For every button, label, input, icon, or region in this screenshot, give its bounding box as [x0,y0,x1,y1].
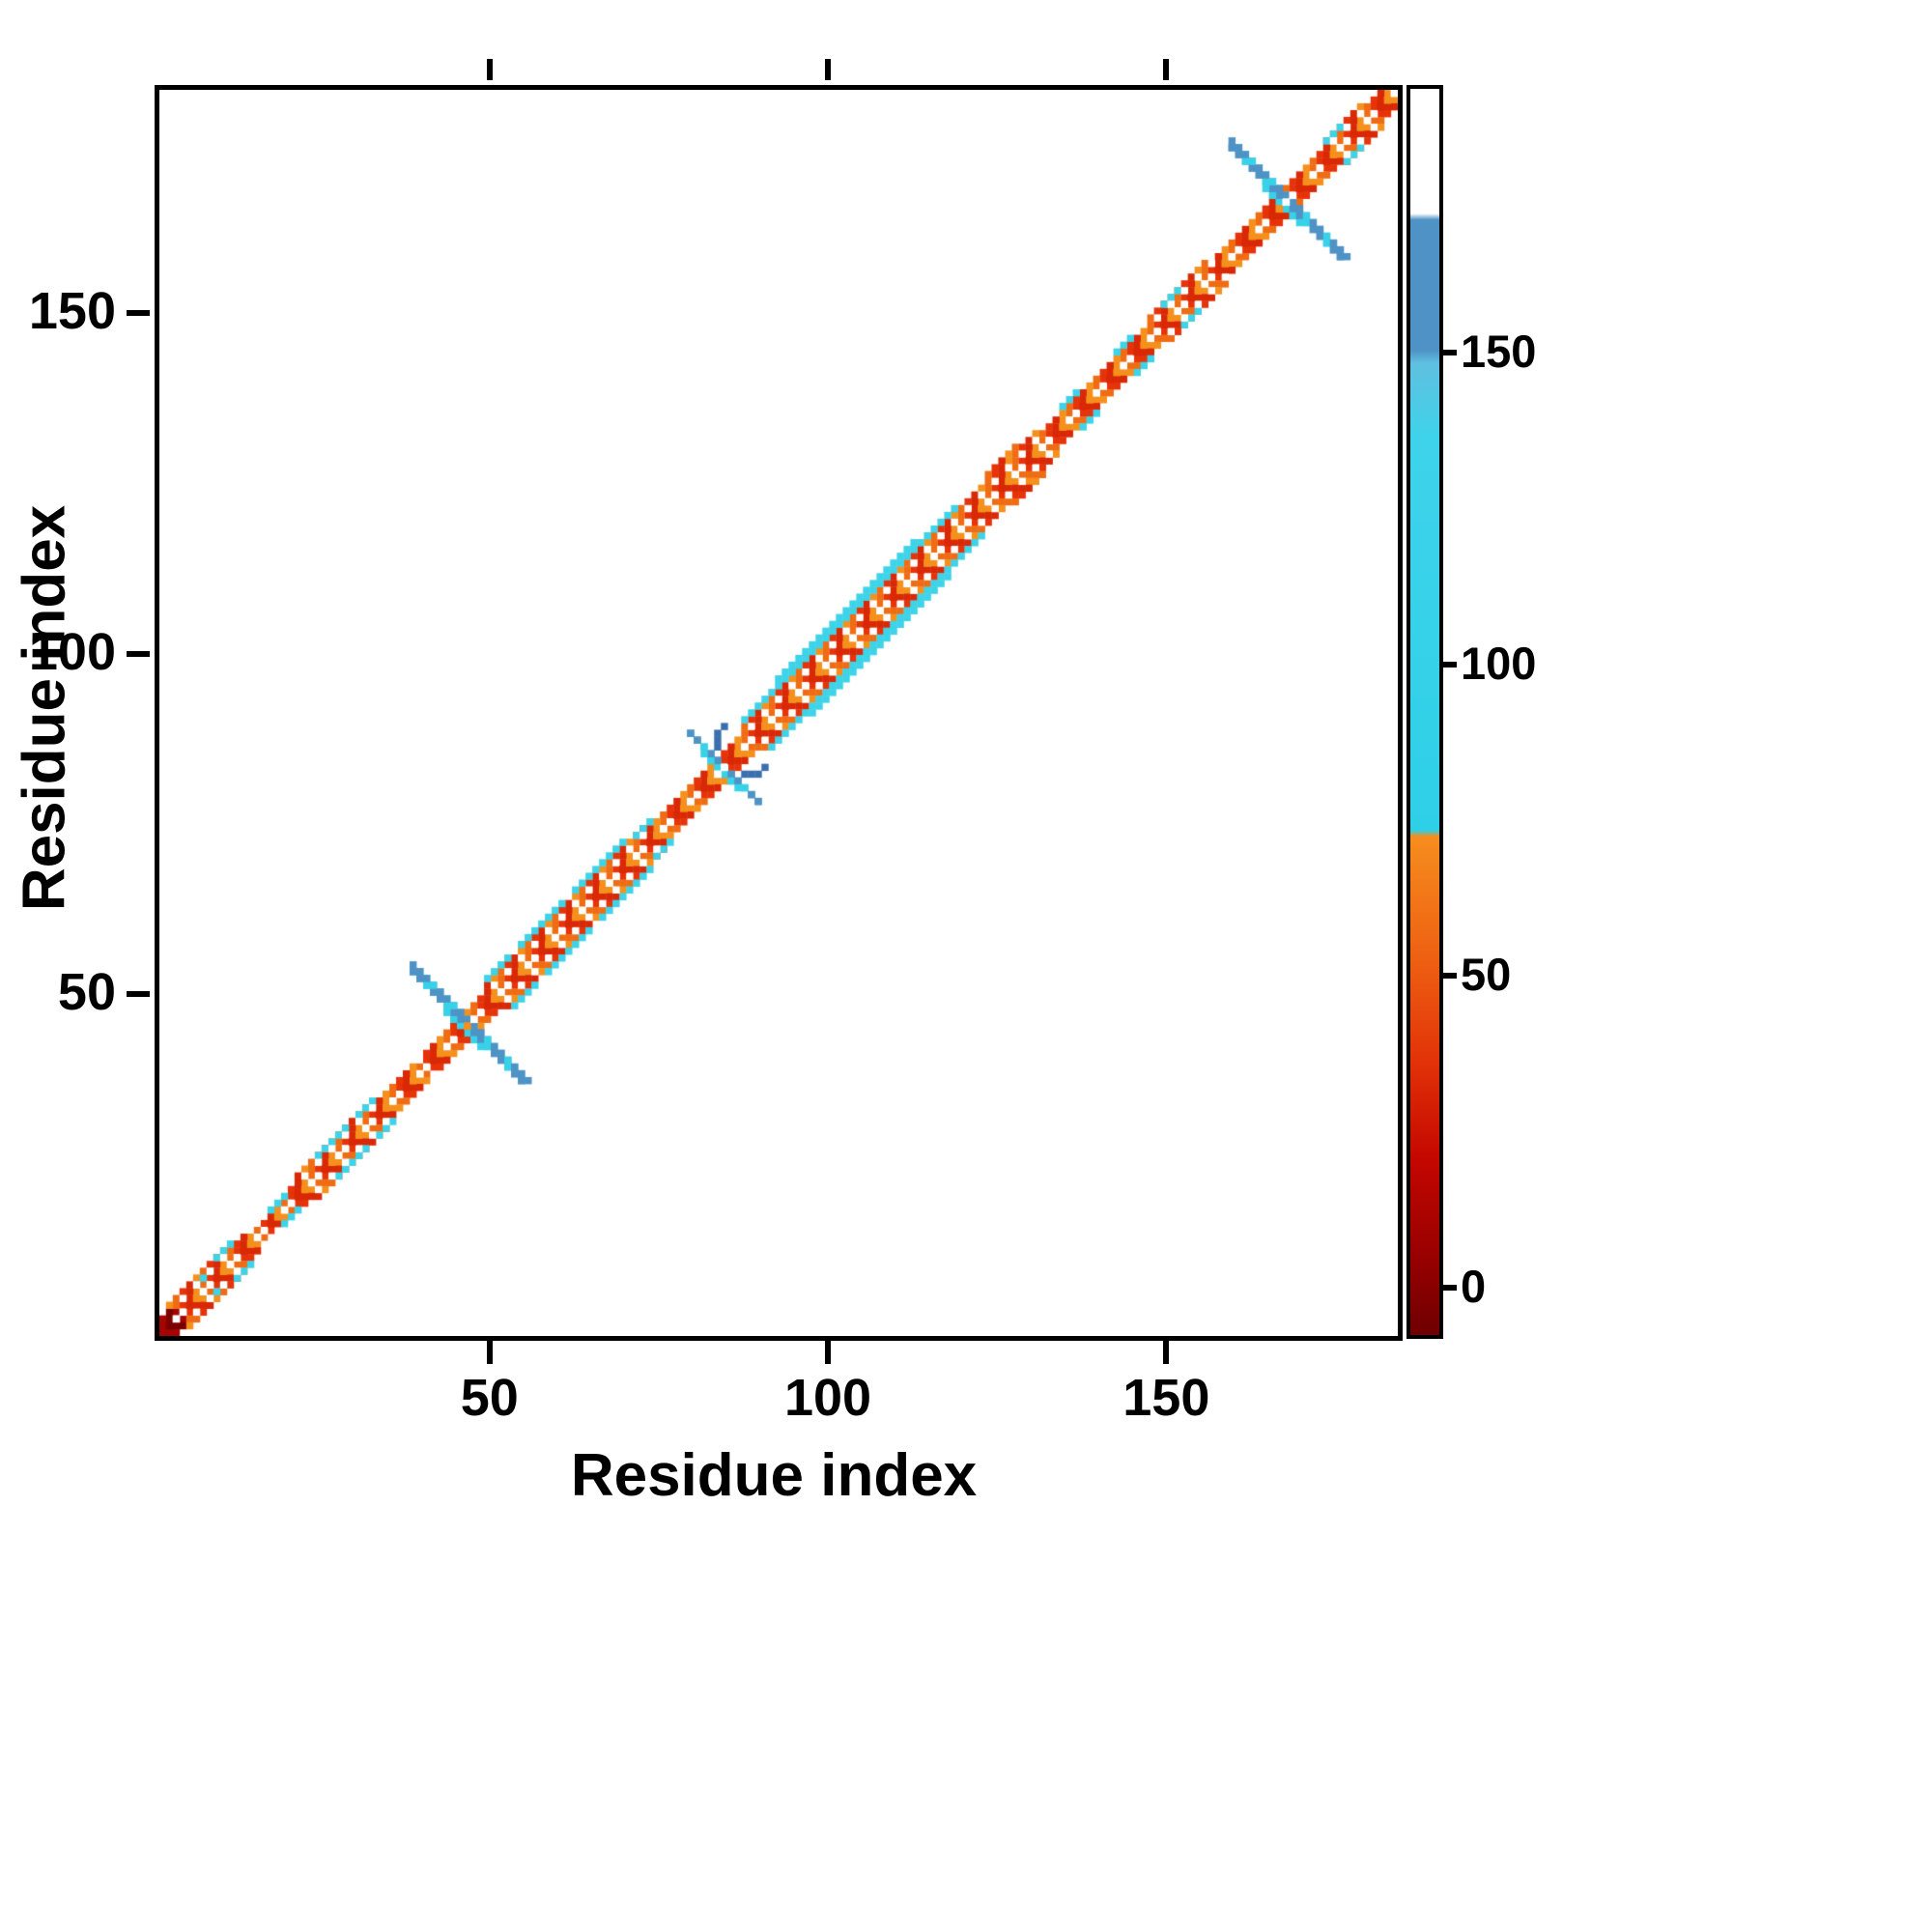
colorbar-tick-mark [1443,1284,1457,1291]
x-tick-mark-top [486,59,493,80]
y-tick-label: 50 [57,963,116,1022]
colorbar-tick-mark [1443,661,1457,668]
plot-frame [155,85,1403,1341]
y-tick-label: 100 [28,622,116,681]
x-axis-title: Residue index [570,1442,978,1509]
x-tick-label: 100 [783,1369,872,1427]
y-tick-mark [127,650,150,657]
x-tick-mark [486,1341,493,1364]
colorbar-tick-mark [1443,350,1457,356]
x-tick-mark-top [825,59,832,80]
colorbar-tick-label: 0 [1461,1260,1487,1312]
colorbar-tick-label: 150 [1461,326,1537,378]
x-tick-mark [825,1341,832,1364]
x-tick-label: 50 [460,1369,519,1427]
colorbar-tick-mark [1443,973,1457,980]
y-axis-title: Residue index [11,504,78,912]
y-tick-mark [127,991,150,998]
y-tick-label: 150 [28,282,116,341]
x-tick-mark [1163,1341,1170,1364]
colorbar [1406,85,1443,1339]
y-tick-mark [127,310,150,317]
x-tick-mark-top [1163,59,1170,80]
colorbar-tick-label: 100 [1461,637,1537,689]
x-tick-label: 150 [1122,1369,1210,1427]
contact-map-canvas [159,90,1398,1336]
colorbar-tick-label: 50 [1461,949,1512,1001]
